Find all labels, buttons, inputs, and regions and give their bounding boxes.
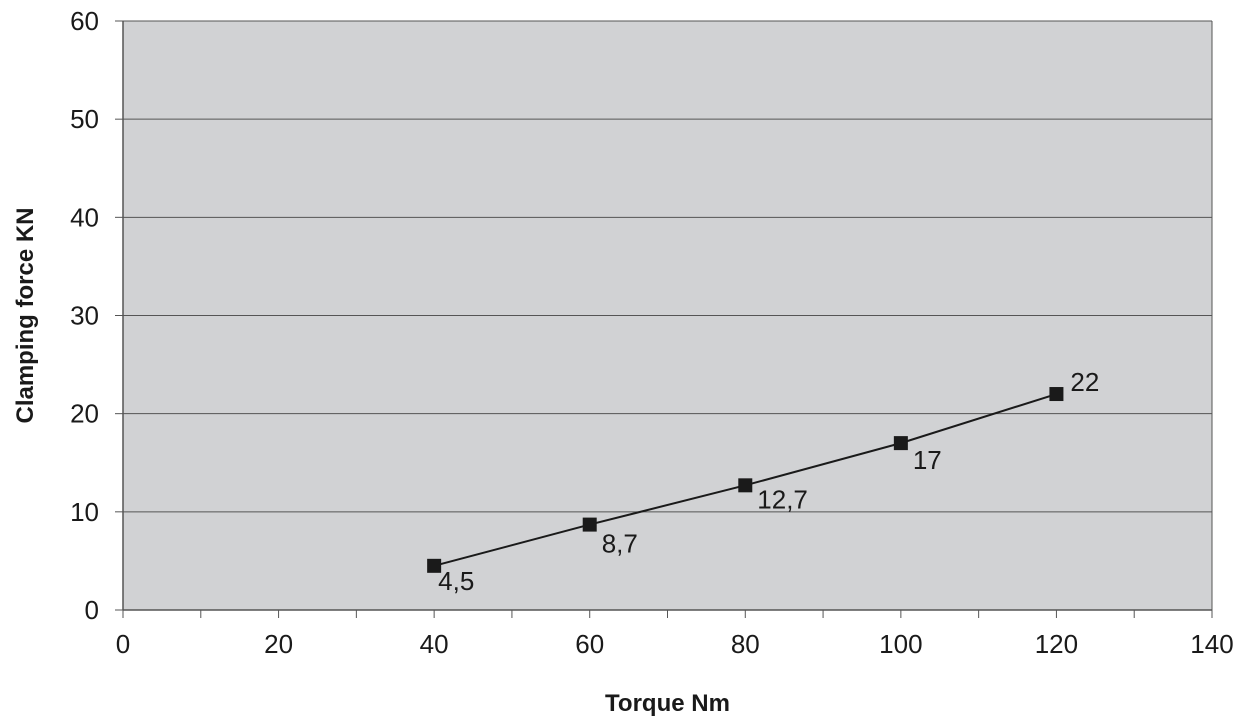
x-tick-label: 0: [116, 629, 130, 659]
x-axis-title: Torque Nm: [605, 690, 730, 717]
y-axis-title: Clamping force KN: [12, 207, 39, 423]
data-point: [893, 436, 908, 451]
data-label: 17: [913, 445, 942, 475]
data-label: 8,7: [602, 529, 638, 559]
x-tick-label: 20: [264, 629, 293, 659]
data-label: 4,5: [438, 566, 474, 596]
data-label: 22: [1070, 367, 1099, 397]
data-labels: 4,5 8,7 12,7 17 22: [438, 367, 1099, 596]
gridlines: [123, 20, 1213, 610]
x-tick-label: 80: [731, 629, 760, 659]
x-tick-label: 40: [420, 629, 449, 659]
y-tick-label: 10: [70, 497, 99, 527]
x-tick-label: 100: [879, 629, 922, 659]
y-tick-label: 50: [70, 104, 99, 134]
y-tick-label: 30: [70, 301, 99, 331]
data-point: [582, 517, 597, 532]
data-point: [1049, 387, 1064, 402]
y-tick-label: 20: [70, 399, 99, 429]
y-tick-label: 40: [70, 202, 99, 232]
tick-marks: [115, 20, 1213, 618]
x-tick-label: 120: [1035, 629, 1078, 659]
data-point: [738, 478, 753, 493]
y-tick-label: 0: [85, 595, 99, 625]
y-tick-label: 60: [70, 6, 99, 36]
x-tick-label: 140: [1190, 629, 1233, 659]
x-tick-label: 60: [575, 629, 604, 659]
data-point: [427, 558, 442, 573]
data-label: 12,7: [757, 484, 808, 514]
data-series: [427, 387, 1064, 573]
tick-labels: 0 10 20 30 40 50 60 0 20 40 60 80 100 120 140: [70, 6, 1234, 659]
